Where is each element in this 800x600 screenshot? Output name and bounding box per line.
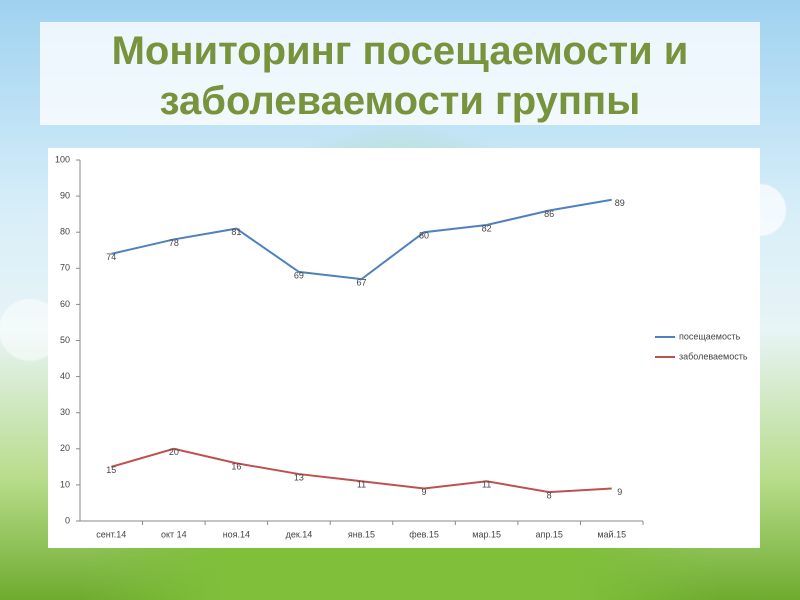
series-line: [111, 198, 612, 281]
data-label: 82: [482, 223, 492, 233]
data-label: 67: [356, 278, 366, 288]
data-label: 11: [357, 480, 366, 490]
x-tick-label: сент.14: [96, 529, 126, 539]
data-label: 13: [294, 472, 304, 482]
data-label: 80: [419, 231, 429, 241]
y-tick-label: 50: [60, 335, 70, 345]
x-tick-label: мар.15: [472, 529, 501, 539]
x-tick-label: май.15: [597, 529, 626, 539]
y-tick-label: 20: [60, 443, 70, 453]
data-label: 11: [482, 480, 491, 490]
y-tick-label: 100: [55, 154, 70, 164]
x-tick-label: дек.14: [286, 529, 313, 539]
y-tick-label: 0: [65, 515, 70, 525]
chart-area: [48, 148, 760, 548]
y-tick-label: 70: [60, 263, 70, 273]
series-line: [111, 447, 612, 494]
legend-label: заболеваемость: [679, 351, 748, 361]
x-tick-label: апр.15: [535, 529, 562, 539]
legend-label: посещаемость: [679, 331, 741, 341]
y-tick-label: 90: [60, 190, 70, 200]
x-tick-label: янв.15: [348, 529, 375, 539]
x-tick-label: фев.15: [409, 529, 439, 539]
data-label: 8: [547, 490, 552, 500]
x-tick-label: ноя.14: [223, 529, 250, 539]
data-label: 81: [231, 227, 241, 237]
data-label: 16: [231, 462, 241, 472]
data-label: 69: [294, 270, 304, 280]
data-label: 9: [422, 487, 427, 497]
data-label: 86: [544, 209, 554, 219]
data-label: 78: [169, 238, 179, 248]
data-label: 74: [106, 252, 116, 262]
data-label: 9: [617, 487, 622, 497]
x-tick-label: окт 14: [161, 529, 187, 539]
y-tick-label: 10: [60, 479, 70, 489]
data-label: 15: [106, 465, 116, 475]
title-band: [40, 22, 760, 125]
y-tick-label: 40: [60, 371, 70, 381]
data-label: 89: [615, 198, 625, 208]
data-label: 20: [169, 447, 179, 457]
y-tick-label: 60: [60, 299, 70, 309]
chart-title: Мониторинг посещаемости и заболеваемости…: [111, 29, 689, 123]
y-tick-label: 80: [60, 227, 70, 237]
y-tick-label: 30: [60, 407, 70, 417]
